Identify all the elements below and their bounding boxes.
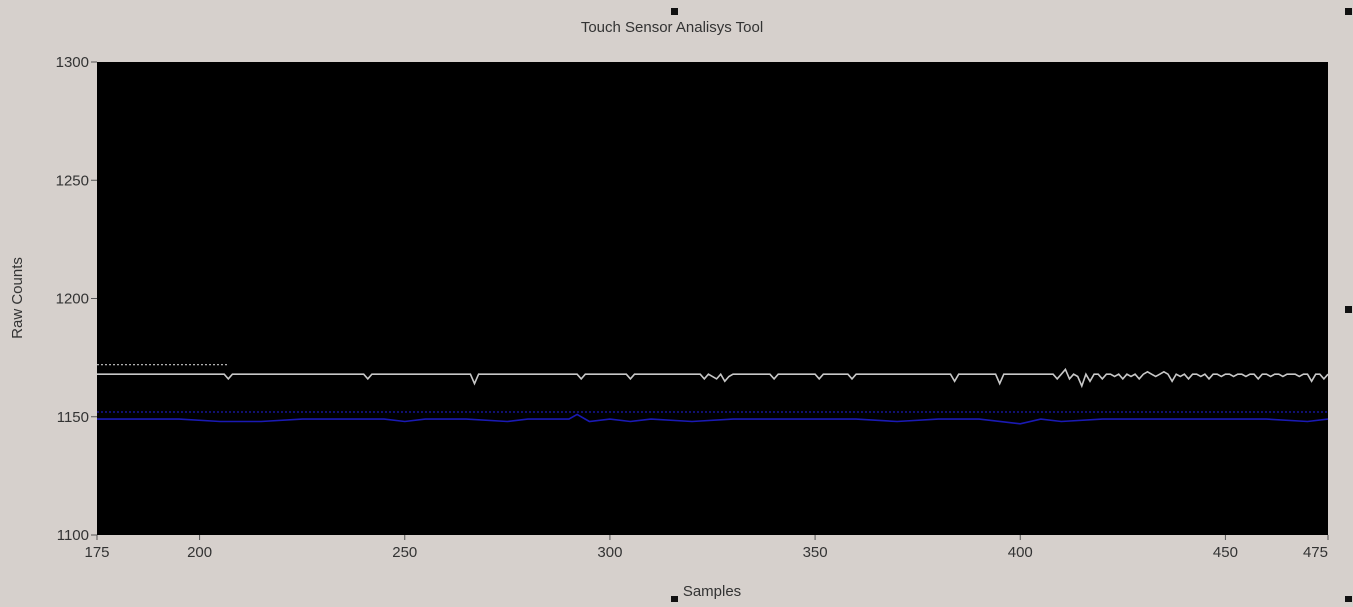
x-tick-label: 350: [803, 544, 828, 561]
y-axis-label: Raw Counts: [9, 257, 26, 339]
plot-area: [97, 62, 1328, 535]
resize-handle-top-right[interactable]: [1345, 8, 1352, 15]
x-tick-label: 200: [187, 544, 212, 561]
x-tick-label: 175: [84, 544, 109, 561]
series-line-3: [97, 413, 1329, 425]
x-tick-label: 250: [392, 544, 417, 561]
x-tick-label: 450: [1213, 544, 1238, 561]
x-axis: 175 200 250 300 350 400 450 475: [84, 535, 1329, 561]
x-tick-label: 400: [1008, 544, 1033, 561]
y-tick-label: 1300: [56, 54, 89, 71]
resize-handle-right[interactable]: [1345, 306, 1352, 313]
y-tick-label: 1150: [57, 409, 89, 426]
y-tick-label: 1250: [56, 172, 89, 189]
x-axis-label: Samples: [683, 583, 741, 600]
x-tick-label: 475: [1303, 544, 1328, 561]
resize-handles: [671, 8, 1352, 602]
x-tick-label: 300: [597, 544, 622, 561]
chart-title: Touch Sensor Analisys Tool: [581, 19, 763, 36]
resize-handle-top[interactable]: [671, 8, 678, 15]
series-layer: [97, 364, 1329, 425]
y-tick-label: 1100: [57, 527, 89, 544]
series-line-1: [97, 367, 1329, 389]
resize-handle-bottom-right[interactable]: [1345, 596, 1352, 602]
y-tick-label: 1200: [56, 291, 89, 308]
y-axis: 1100 1150 1200 1250 1300: [56, 54, 97, 544]
resize-handle-bottom[interactable]: [671, 596, 678, 602]
